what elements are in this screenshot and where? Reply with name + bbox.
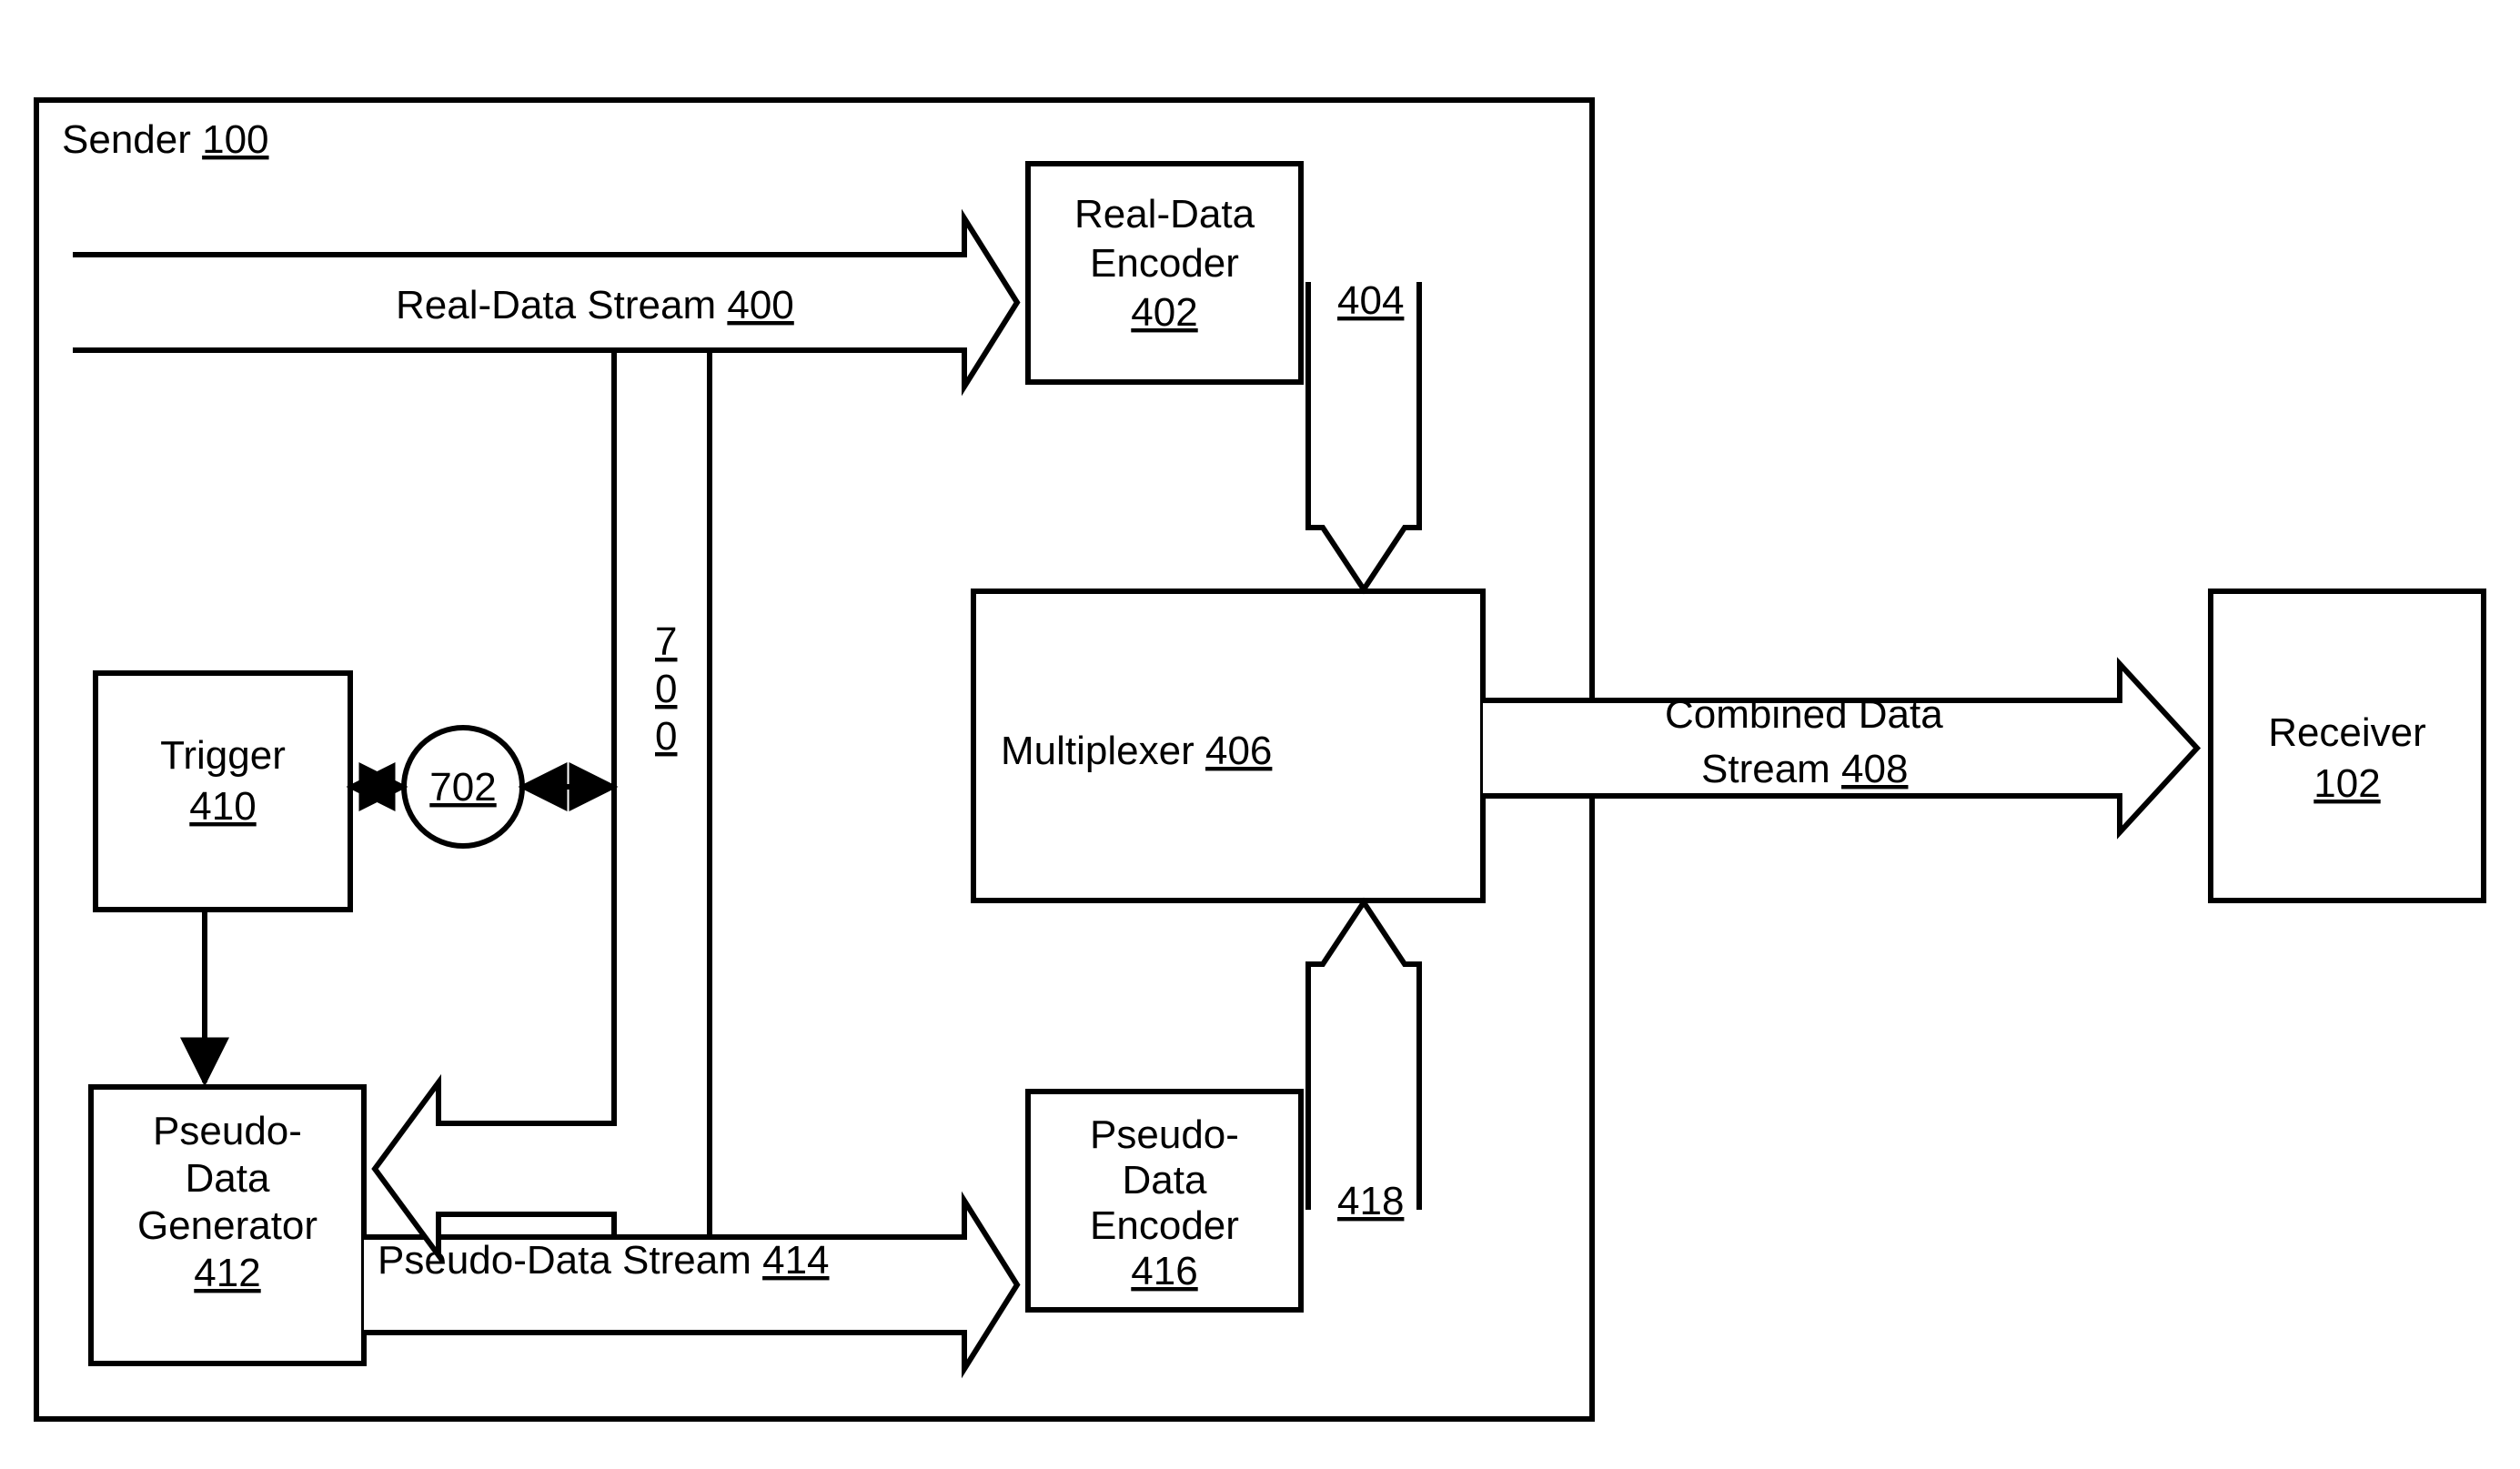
combined-stream-label-1: Combined Data [1665,692,1943,737]
sender-label: Sender 100 [62,117,269,162]
multiplexer-label: Multiplexer 406 [1001,729,1272,773]
ref-404: 404 [1337,278,1404,323]
combined-stream-label-2: Stream 408 [1701,747,1908,791]
circle-702-label: 702 [429,765,496,810]
ref-700: 700 [655,619,677,759]
pseudo-data-stream-label: Pseudo-Data Stream 414 [378,1238,830,1283]
real-data-stream-label: Real-Data Stream 400 [396,283,794,327]
ref-418: 418 [1337,1179,1404,1223]
